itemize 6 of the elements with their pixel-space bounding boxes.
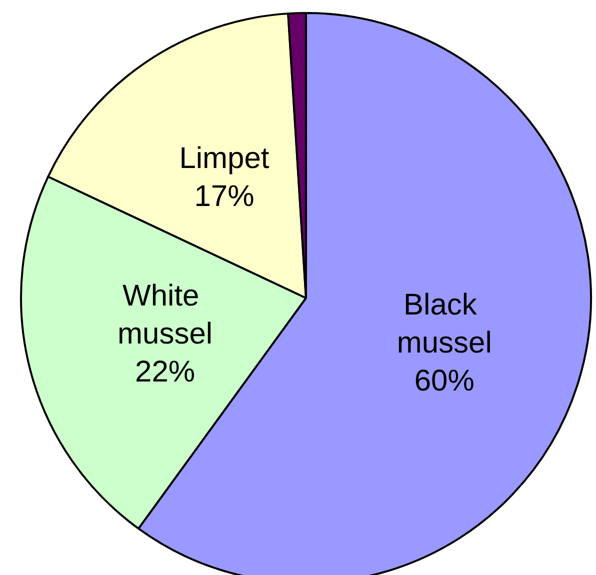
data-label: 17% bbox=[194, 180, 254, 214]
slice-label: Black mussel bbox=[396, 288, 492, 360]
data-label: 60% bbox=[414, 364, 474, 398]
slice-label: White mussel bbox=[118, 280, 213, 351]
data-label: 22% bbox=[135, 356, 196, 389]
slice-label: Limpet bbox=[179, 142, 270, 176]
